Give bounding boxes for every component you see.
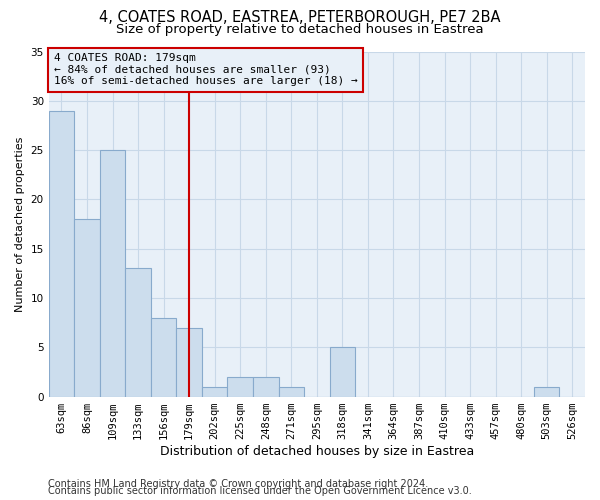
Bar bbox=[49, 110, 74, 397]
X-axis label: Distribution of detached houses by size in Eastrea: Distribution of detached houses by size … bbox=[160, 444, 474, 458]
Bar bbox=[227, 377, 253, 396]
Bar bbox=[253, 377, 278, 396]
Text: 4, COATES ROAD, EASTREA, PETERBOROUGH, PE7 2BA: 4, COATES ROAD, EASTREA, PETERBOROUGH, P… bbox=[99, 10, 501, 25]
Text: Size of property relative to detached houses in Eastrea: Size of property relative to detached ho… bbox=[116, 22, 484, 36]
Bar bbox=[100, 150, 125, 396]
Text: 4 COATES ROAD: 179sqm
← 84% of detached houses are smaller (93)
16% of semi-deta: 4 COATES ROAD: 179sqm ← 84% of detached … bbox=[54, 53, 358, 86]
Bar bbox=[202, 386, 227, 396]
Y-axis label: Number of detached properties: Number of detached properties bbox=[15, 136, 25, 312]
Bar bbox=[534, 386, 559, 396]
Bar bbox=[74, 219, 100, 396]
Text: Contains public sector information licensed under the Open Government Licence v3: Contains public sector information licen… bbox=[48, 486, 472, 496]
Bar bbox=[176, 328, 202, 396]
Bar bbox=[329, 348, 355, 397]
Bar bbox=[125, 268, 151, 396]
Text: Contains HM Land Registry data © Crown copyright and database right 2024.: Contains HM Land Registry data © Crown c… bbox=[48, 479, 428, 489]
Bar bbox=[278, 386, 304, 396]
Bar bbox=[151, 318, 176, 396]
